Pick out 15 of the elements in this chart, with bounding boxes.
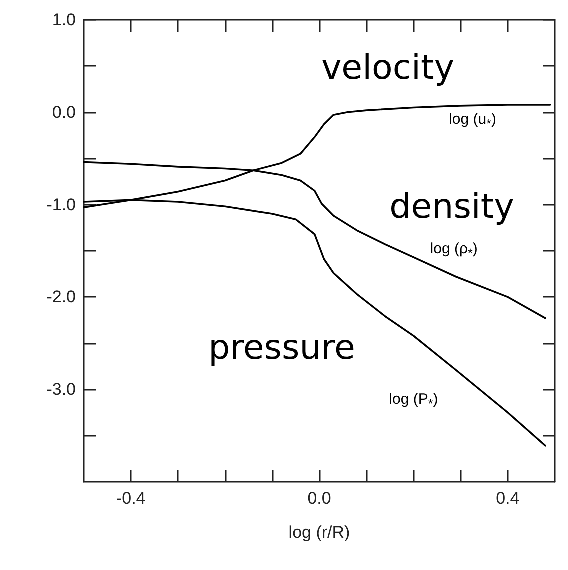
x-tick-label: -0.4 <box>116 489 146 508</box>
x-axis-title: log (r/R) <box>288 523 350 542</box>
y-tick-label: 0.0 <box>52 102 76 122</box>
series-label: log (ρ$_{*}$) <box>430 240 478 261</box>
y-tick-label: -1.0 <box>46 195 76 214</box>
series-label: log (u$_{*}$) <box>449 110 496 132</box>
x-tick-label: 0.0 <box>308 489 332 508</box>
annotation: density <box>390 187 514 227</box>
annotation: velocity <box>322 48 454 88</box>
series-label: log (P$_{*}$) <box>389 391 438 412</box>
annotation: pressure <box>208 328 356 368</box>
y-tick-label: -3.0 <box>46 380 76 400</box>
y-tick-label: -2.0 <box>46 288 76 307</box>
y-tick-label: 1.0 <box>52 10 76 30</box>
x-tick-label: 0.4 <box>496 489 520 508</box>
